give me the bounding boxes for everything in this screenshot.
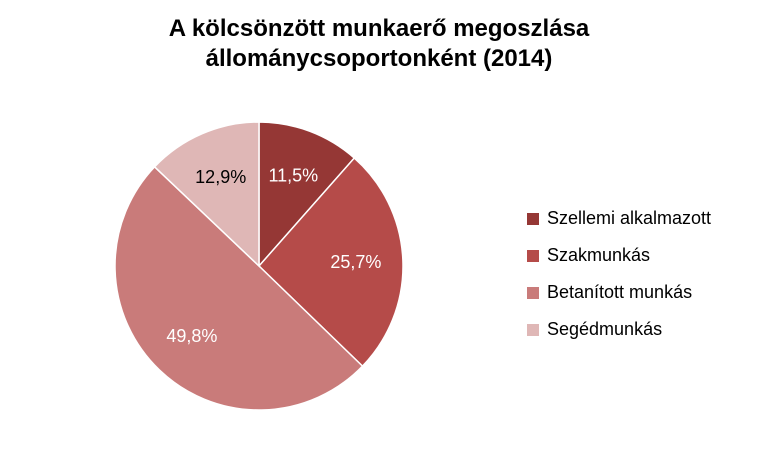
legend-label: Szakmunkás <box>547 245 651 265</box>
legend-swatch <box>527 212 539 225</box>
data-label-szellemi-alkalmazott: 11,5% <box>268 165 318 185</box>
legend-item-szakmunk-s: Szakmunkás <box>527 237 711 274</box>
chart-title: A kölcsönzött munkaerő megoszlása állomá… <box>0 14 758 74</box>
pie-data-labels: 11,5% 25,7% 49,8% 12,9% <box>166 165 381 346</box>
legend-item-seg-dmunk-s: Segédmunkás <box>527 311 711 348</box>
legend-swatch <box>527 249 539 262</box>
pie-slices <box>114 121 404 411</box>
pie-slice-seg-dmunk-s <box>153 121 260 268</box>
legend-swatch <box>527 286 539 299</box>
legend-item-betan-tott-munk-s: Betanított munkás <box>527 274 711 311</box>
legend-item-szellemi-alkalmazott: Szellemi alkalmazott <box>527 200 711 237</box>
pie-slice-szellemi-alkalmazott <box>258 121 356 268</box>
chart-title-line-1: A kölcsönzött munkaerő megoszlása <box>168 15 590 42</box>
legend-swatch <box>527 323 539 336</box>
chart-title-line-2: állománycsoportonként (2014) <box>205 45 553 72</box>
chart-legend: Szellemi alkalmazott Szakmunkás Betanított… <box>527 200 711 348</box>
data-label-betan-tott-munk-s: 49,8% <box>166 326 217 346</box>
legend-label: Betanított munkás <box>547 282 693 302</box>
pie-slice-szakmunk-s <box>257 156 404 368</box>
legend-label: Segédmunkás <box>547 319 663 339</box>
pie-slice-betan-tott-munk-s <box>114 165 364 411</box>
data-label-seg-dmunk-s: 12,9% <box>195 167 246 187</box>
data-label-szakmunk-s: 25,7% <box>330 252 381 272</box>
legend-label: Szellemi alkalmazott <box>547 208 712 228</box>
